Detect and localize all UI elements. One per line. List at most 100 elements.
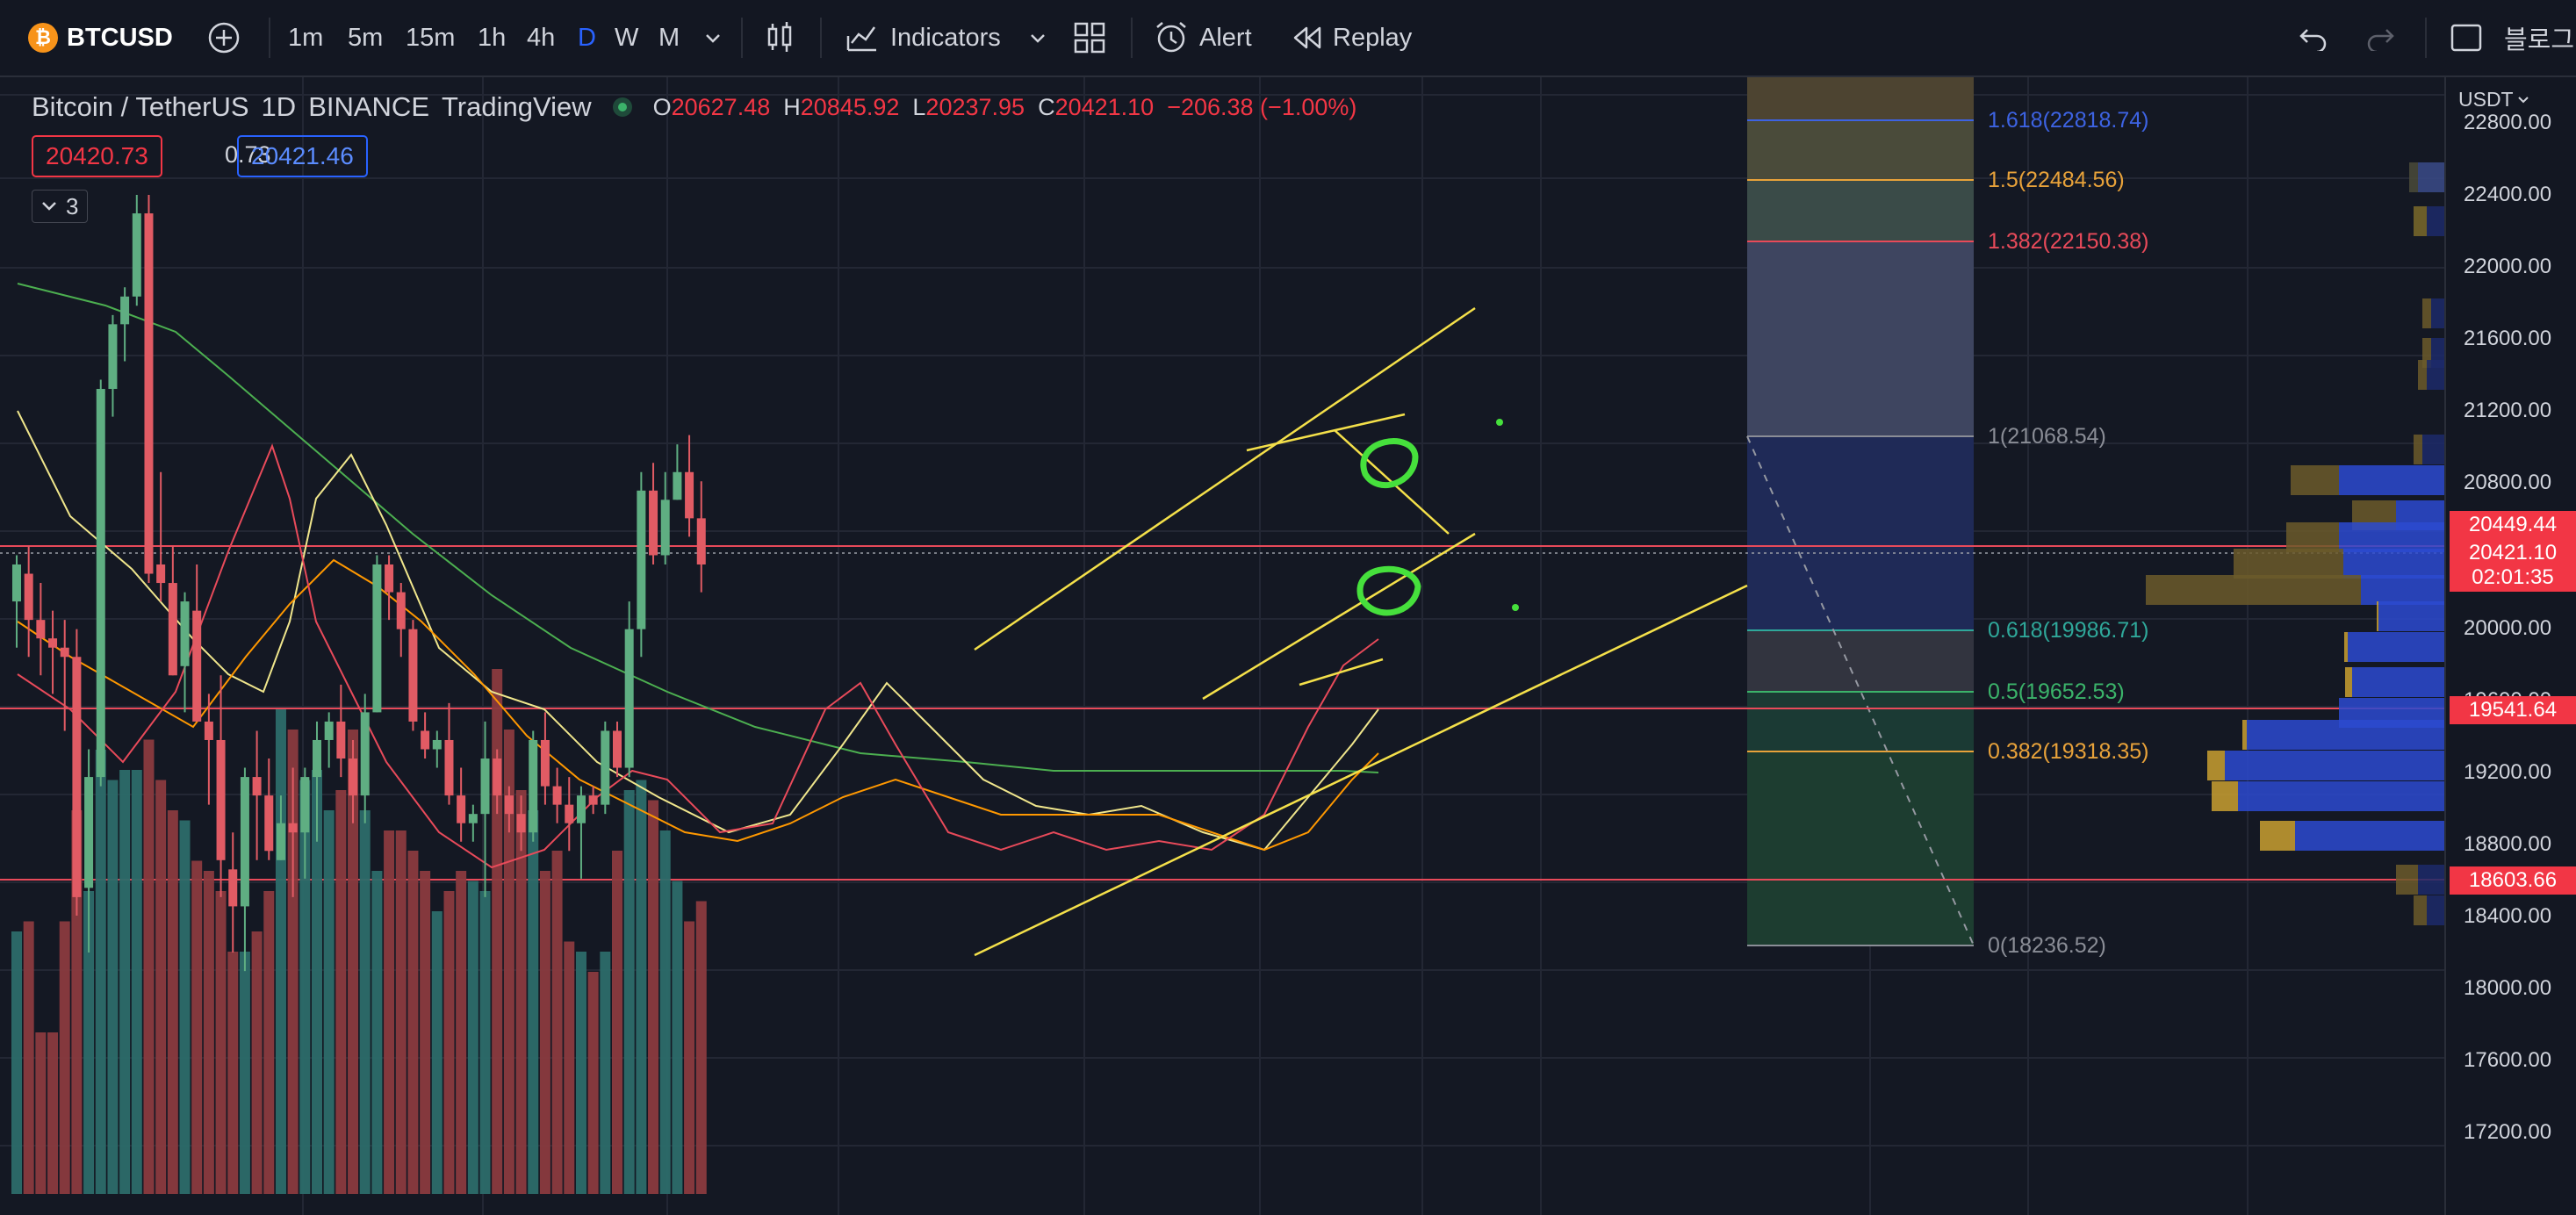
sell-price-box[interactable]: 20420.73 xyxy=(32,135,162,177)
candle-body xyxy=(685,471,694,519)
candle-body xyxy=(372,564,382,713)
marker-dot xyxy=(1512,604,1519,611)
ma-line-red xyxy=(17,443,1379,869)
trend-line xyxy=(974,584,1748,957)
candle-body xyxy=(72,657,82,897)
user-drawings[interactable] xyxy=(974,306,1748,957)
candle-body xyxy=(276,823,285,860)
redo-button[interactable] xyxy=(2365,0,2395,75)
indicators-button[interactable]: Indicators xyxy=(845,0,1001,75)
volume-bar xyxy=(695,901,707,1194)
horizontal-lines[interactable] xyxy=(0,545,2444,881)
symbol-label[interactable]: BTCUSD xyxy=(67,23,173,52)
volume-bar xyxy=(348,730,359,1194)
bitcoin-icon: ₿ xyxy=(28,23,58,53)
volume-profile xyxy=(2146,162,2444,925)
legend-exchange: BINANCE xyxy=(308,91,429,122)
candle-body xyxy=(228,869,238,907)
fullscreen-button[interactable] xyxy=(2450,0,2483,75)
volume-bar xyxy=(395,830,407,1194)
legend-interval: 1D xyxy=(261,91,297,122)
volume-bar xyxy=(587,972,599,1194)
interval-1h[interactable]: 1h xyxy=(478,23,507,52)
profile-bar xyxy=(2427,895,2444,925)
fib-label: 0(18236.52) xyxy=(1988,933,2106,958)
candle-body xyxy=(565,804,574,823)
profile-bar xyxy=(2207,751,2225,780)
buy-price-box[interactable]: 20421.46 xyxy=(237,135,368,177)
currency-selector[interactable]: USDT xyxy=(2458,88,2529,111)
candle-body xyxy=(552,786,562,805)
candle-body xyxy=(204,721,213,740)
candlestick-series xyxy=(12,195,706,972)
alert-button[interactable]: Alert xyxy=(1154,0,1252,75)
candle-body xyxy=(613,730,622,768)
price-tick: 19200.00 xyxy=(2464,760,2552,784)
profile-bar xyxy=(2409,162,2418,192)
profile-bar xyxy=(2414,206,2427,236)
undo-button[interactable] xyxy=(2299,0,2328,75)
volume-bar xyxy=(384,830,395,1194)
market-status-icon xyxy=(612,97,632,117)
top-toolbar: ₿ BTCUSD 1m 5m 15m 1h 4h D W M Indicator… xyxy=(0,0,2576,77)
fib-label: 1(21068.54) xyxy=(1988,424,2106,449)
volume-bar xyxy=(203,871,214,1194)
change-value: −206.38 (−1.00%) xyxy=(1167,93,1357,120)
candle-body xyxy=(385,564,394,593)
chevron-down-icon xyxy=(1031,34,1045,43)
candle-body xyxy=(673,471,682,500)
price-tick: 17200.00 xyxy=(2464,1120,2552,1144)
profile-bar xyxy=(2291,465,2339,495)
interval-1m[interactable]: 1m xyxy=(288,23,324,52)
fib-extension-tool[interactable] xyxy=(1746,77,1975,946)
volume-bar xyxy=(323,810,335,1194)
interval-1d[interactable]: D xyxy=(578,23,596,52)
interval-15m[interactable]: 15m xyxy=(406,23,456,52)
profile-bar xyxy=(2422,338,2431,368)
highlight-circle xyxy=(1356,565,1421,616)
candle-body xyxy=(313,739,321,778)
volume-bar xyxy=(443,891,455,1194)
legend-pair[interactable]: Bitcoin / TetherUS xyxy=(32,91,249,122)
chart-pane[interactable] xyxy=(0,77,2444,1215)
marker-dot xyxy=(1496,419,1503,426)
collapse-indicators-button[interactable]: 3 xyxy=(32,190,89,223)
price-tick: 20800.00 xyxy=(2464,471,2552,494)
volume-bar xyxy=(107,780,119,1194)
replay-button[interactable]: Replay xyxy=(1292,0,1412,75)
price-scale[interactable] xyxy=(2444,77,2576,1215)
profile-bar xyxy=(2247,720,2444,750)
fib-label: 1.618(22818.74) xyxy=(1988,108,2149,133)
volume-bar xyxy=(564,941,575,1194)
interval-1mo[interactable]: M xyxy=(658,23,680,52)
volume-bar xyxy=(155,780,167,1194)
undo-icon xyxy=(2299,29,2327,51)
candle-body xyxy=(24,573,33,621)
layout-button[interactable] xyxy=(1073,0,1106,75)
indicators-dropdown[interactable] xyxy=(1027,0,1048,75)
interval-4h[interactable]: 4h xyxy=(527,23,556,52)
trend-line xyxy=(1299,658,1384,687)
volume-bar xyxy=(167,810,178,1194)
volume-bar xyxy=(407,851,419,1194)
candle-body xyxy=(264,795,274,852)
chart-type-button[interactable] xyxy=(762,0,797,75)
profile-bar xyxy=(2422,435,2444,464)
interval-5m[interactable]: 5m xyxy=(348,23,384,52)
interval-1w[interactable]: W xyxy=(615,23,639,52)
volume-bar xyxy=(239,952,250,1194)
candle-body xyxy=(444,739,454,796)
candle-body xyxy=(408,629,418,722)
add-symbol-button[interactable] xyxy=(207,0,241,75)
candle-body xyxy=(48,638,58,648)
candle-body xyxy=(468,814,478,823)
account-menu[interactable]: 블로그 xyxy=(2504,26,2575,54)
candle-body xyxy=(624,629,634,768)
interval-dropdown[interactable] xyxy=(702,0,723,75)
volume-bar xyxy=(492,669,503,1194)
symbol-search[interactable]: ₿ BTCUSD xyxy=(28,0,173,75)
candle-body xyxy=(396,592,406,629)
price-tick: 18000.00 xyxy=(2464,976,2552,1000)
volume-bar xyxy=(215,891,227,1194)
profile-bar xyxy=(2418,360,2427,390)
